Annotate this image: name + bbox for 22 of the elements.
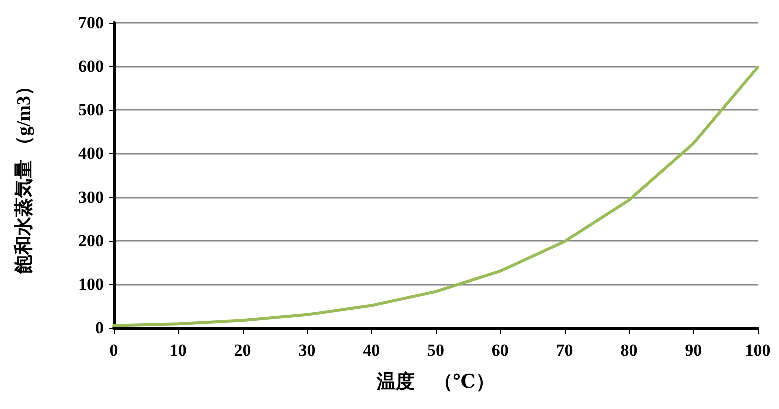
x-tick-label: 10 [170, 341, 187, 360]
x-tick-label: 90 [685, 341, 702, 360]
y-axis-title: 飽和水蒸気量 （g/m3） [13, 77, 35, 275]
x-tick-label: 20 [234, 341, 252, 360]
y-tick-label: 100 [78, 274, 104, 294]
x-tick-label: 70 [556, 341, 574, 360]
x-tick-label: 100 [745, 341, 771, 360]
y-tick-label: 400 [78, 144, 104, 164]
y-tick-label: 700 [78, 14, 104, 32]
x-tick-label: 40 [363, 341, 380, 360]
x-tick-label: 50 [428, 341, 444, 360]
x-tick-label: 0 [110, 341, 118, 360]
y-tick-label: 200 [78, 231, 104, 250]
y-tick-label: 0 [96, 318, 104, 338]
line-series [112, 66, 760, 328]
x-tick-label: 60 [492, 341, 509, 360]
x-tick-label: 80 [620, 341, 638, 360]
y-tick-label: 600 [78, 57, 104, 76]
y-tick-label: 500 [78, 100, 104, 120]
x-tick-label: 30 [298, 341, 316, 360]
y-tick-label: 300 [78, 188, 104, 207]
x-axis-title: 温度 （℃） [376, 371, 495, 393]
